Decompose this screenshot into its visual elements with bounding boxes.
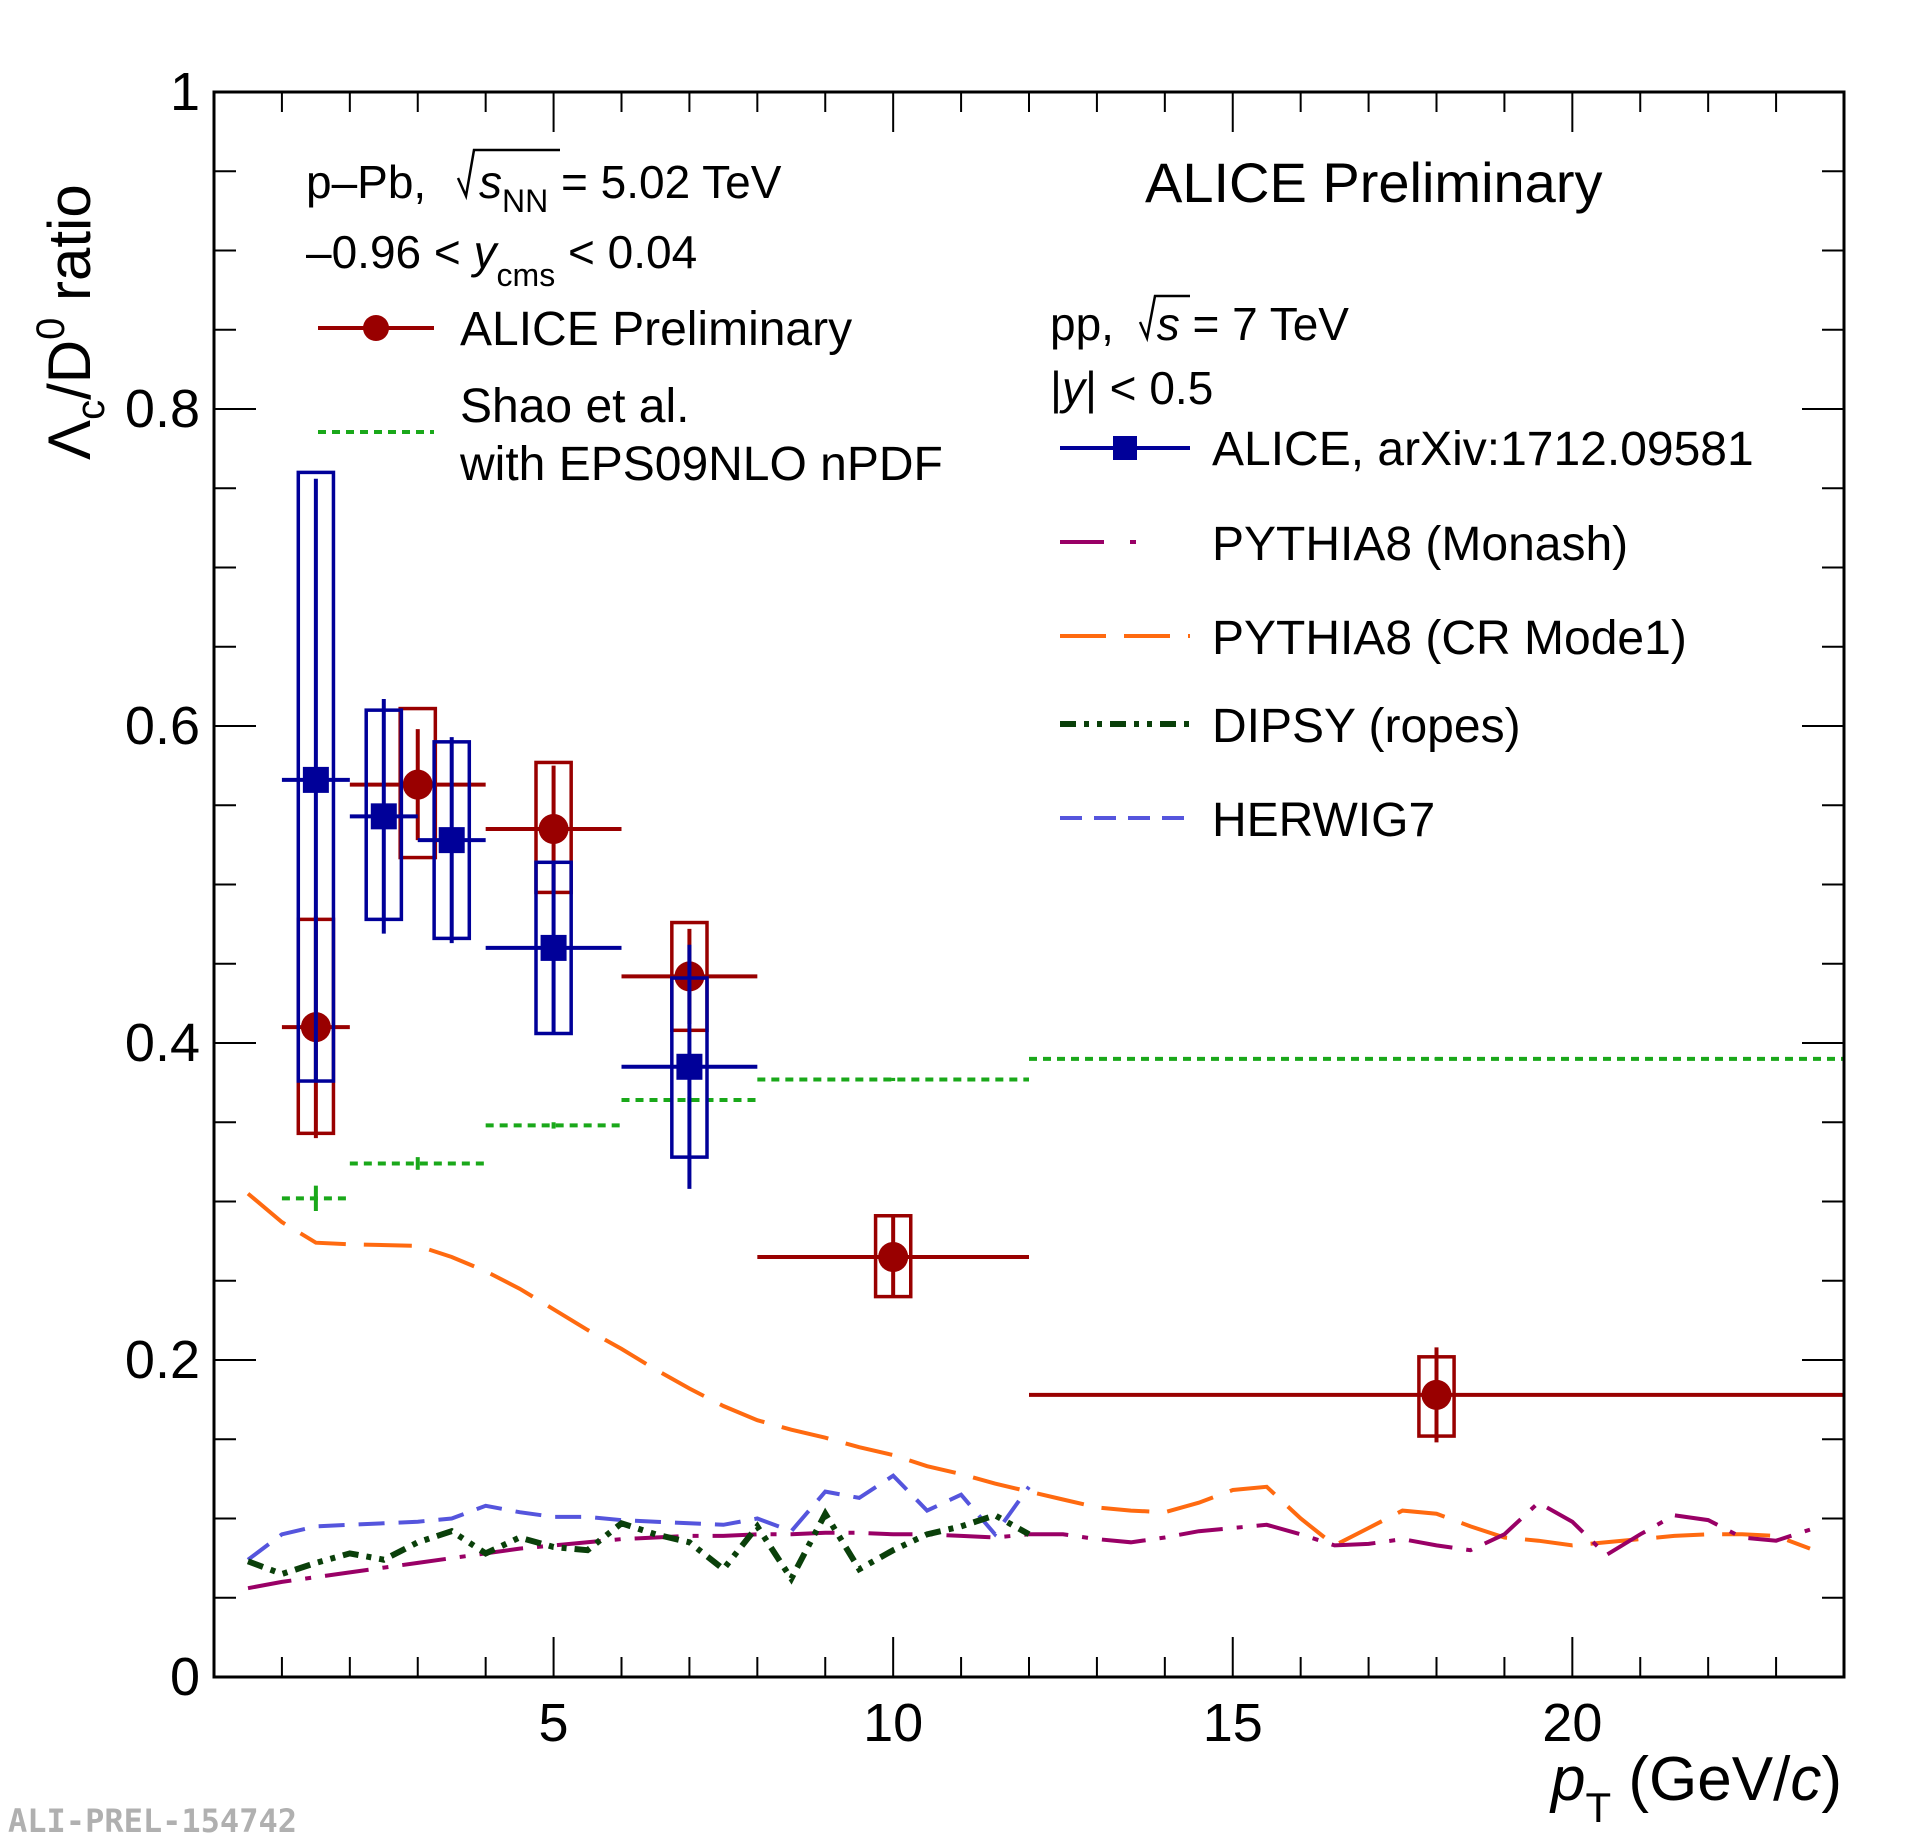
alice-prel-point (538, 814, 569, 845)
sqrt-sign-left (456, 148, 560, 201)
alice-arxiv-point (676, 1053, 703, 1080)
alice-prel-point (1421, 1379, 1452, 1410)
info-left-rapidity: –0.96 < ycms < 0.04 (306, 226, 697, 293)
axis-ticks (214, 91, 1845, 1678)
alice-arxiv-point (540, 934, 567, 961)
legend-label-herwig: HERWIG7 (1212, 794, 1435, 847)
legend: ALICE Preliminary Shao et al. with EPS09… (318, 303, 1754, 847)
y-tick-label: 0 (170, 1647, 200, 1707)
curve-pythia8-monash (247, 1500, 1811, 1591)
alice-arxiv-point (370, 803, 397, 830)
y-tick-label: 1 (170, 62, 200, 122)
y-tick-label: 0.6 (125, 696, 200, 756)
plot-area-border (212, 90, 1846, 1679)
curve-dipsy-ropes (246, 1507, 1031, 1585)
y-tick-label: 0.4 (125, 1013, 200, 1073)
info-right-rapidity: |y| < 0.5 (1050, 362, 1213, 414)
alice-arxiv-point (302, 766, 329, 793)
curve-herwig7 (246, 1473, 1031, 1562)
curve-pythia8-cr-mode1 (246, 1192, 1811, 1551)
tick-labels: 5 10 15 20 0 0.2 0.4 0.6 0.8 1 (125, 62, 1602, 1753)
legend-marker-alice-arxiv (1113, 436, 1137, 460)
x-tick-label: 5 (539, 1693, 569, 1753)
legend-label-shao-line2: with EPS09NLO nPDF (459, 438, 943, 491)
x-tick-label: 20 (1542, 1693, 1602, 1753)
x-tick-label: 15 (1203, 1693, 1263, 1753)
plot-frame (212, 90, 1846, 1679)
watermark: ALI-PREL-154742 (8, 1802, 297, 1840)
model-curves (246, 1192, 1811, 1591)
y-tick-label: 0.2 (125, 1330, 200, 1390)
legend-label-shao: Shao et al. (460, 380, 690, 433)
data-points (281, 470, 1844, 1443)
x-tick-label: 10 (863, 1693, 923, 1753)
legend-label-pythia-monash: PYTHIA8 (Monash) (1212, 518, 1628, 571)
x-axis-title: pT (GeV/c) (1549, 1745, 1842, 1831)
y-tick-label: 0.8 (125, 379, 200, 439)
alice-prel-point (878, 1241, 909, 1272)
legend-label-alice-arxiv: ALICE, arXiv:1712.09581 (1212, 423, 1754, 476)
chart-title: ALICE Preliminary (1145, 151, 1602, 214)
legend-label-dipsy: DIPSY (ropes) (1212, 700, 1521, 753)
info-left-system: p–Pb, sNN = 5.02 TeV (306, 156, 782, 219)
alice-arxiv-point (438, 827, 465, 854)
shao-steps (281, 1056, 1844, 1212)
sqrt-sign-right (1138, 294, 1190, 343)
info-right-system: pp, s = 7 TeV (1050, 298, 1349, 350)
alice-prel-point (402, 769, 433, 800)
legend-marker-alice-preliminary (363, 315, 389, 341)
legend-label-pythia-cr: PYTHIA8 (CR Mode1) (1212, 612, 1687, 665)
legend-label-alice-preliminary: ALICE Preliminary (460, 303, 852, 356)
y-axis-title: Λc/D0 ratio (29, 184, 113, 460)
